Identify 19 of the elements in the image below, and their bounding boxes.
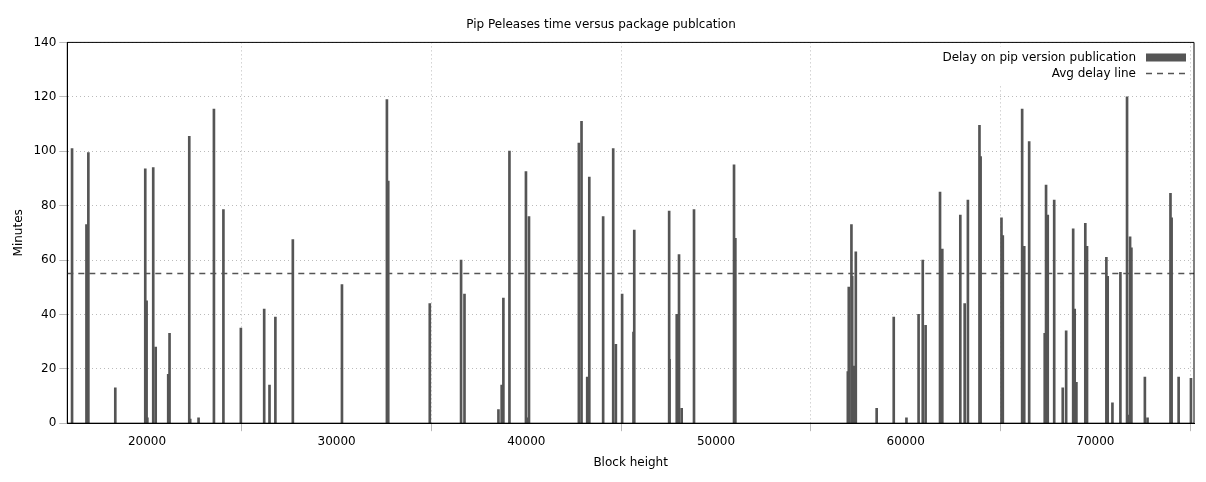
y-tick-label: 20 [41,360,57,375]
y-tick-label: 80 [41,197,57,212]
y-tick-label: 100 [33,143,57,158]
x-tick-label: 40000 [507,433,546,448]
legend-label: Delay on pip version publication [942,49,1136,64]
chart-title: Pip Peleases time versus package publcation [466,17,736,32]
x-tick-label: 30000 [317,433,356,448]
x-tick-label: 20000 [127,433,167,448]
y-tick-label: 120 [33,88,57,103]
y-tick-label: 0 [48,415,57,430]
x-tick-label: 50000 [696,433,736,448]
y-axis-title: Minutes [11,209,26,257]
y-tick-label: 40 [41,306,57,321]
x-tick-label: 70000 [1076,433,1115,448]
y-tick-label: 60 [41,252,57,267]
x-tick-label: 60000 [886,433,925,448]
x-axis-title: Block height [593,454,669,469]
legend-label: Avg delay line [1051,65,1136,80]
y-tick-label: 140 [33,34,57,49]
